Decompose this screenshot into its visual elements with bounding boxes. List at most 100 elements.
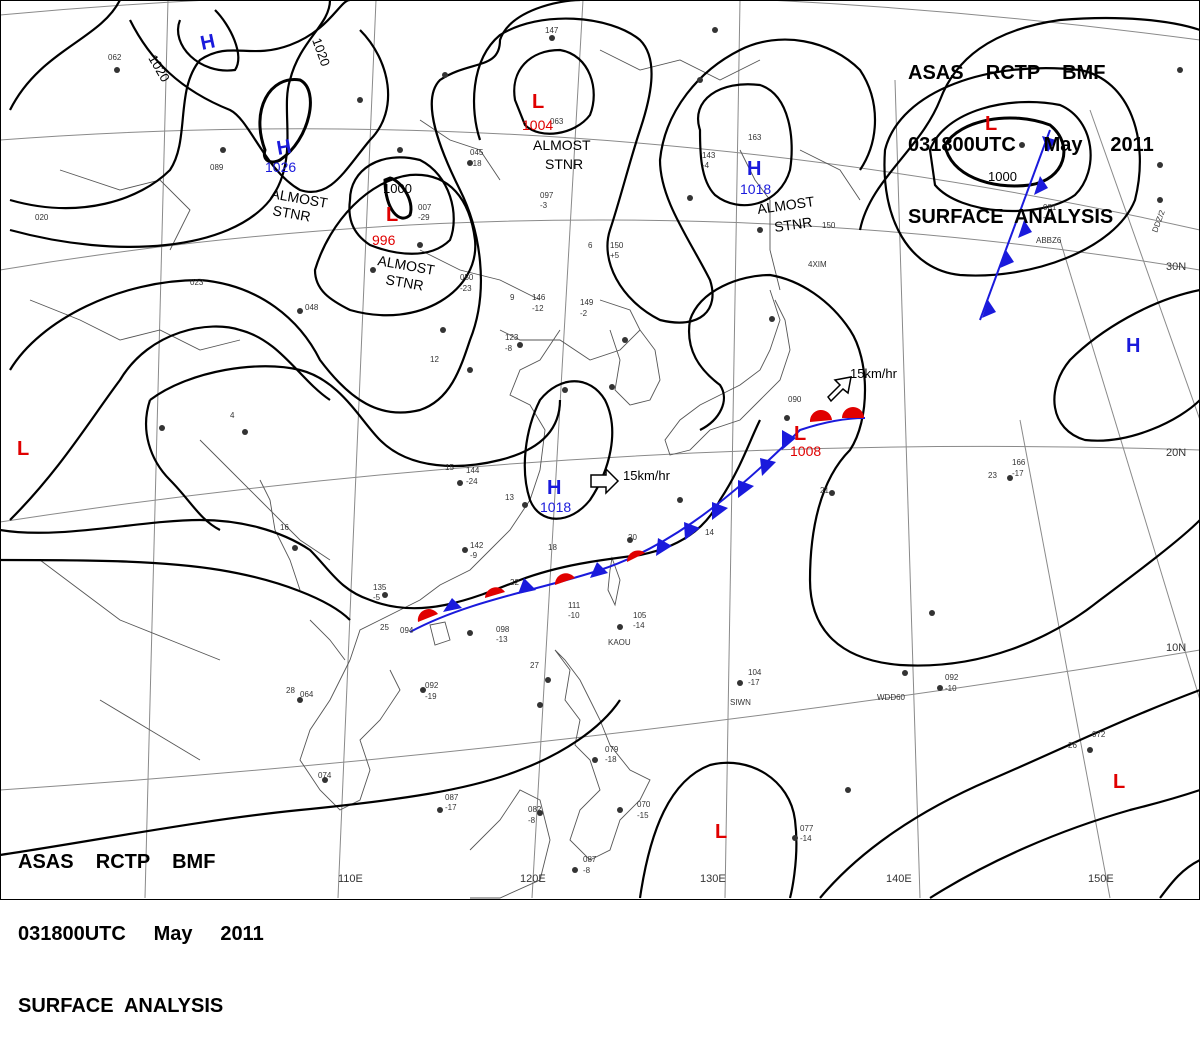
station-value: 020 bbox=[35, 213, 49, 222]
station-value: 111 bbox=[568, 601, 581, 610]
station-id: 4XIM bbox=[808, 260, 827, 269]
lon-label: 130E bbox=[700, 873, 726, 885]
system-notes: ALMOST STNR ALMOST STNR ALMOST STNR ALMO… bbox=[269, 137, 815, 294]
isobar-label: 1000 bbox=[988, 169, 1017, 184]
station-id: ABBZ6 bbox=[1036, 236, 1062, 245]
header-line-1: ASAS RCTP BMF bbox=[18, 851, 216, 873]
high-center-marker: H bbox=[1126, 335, 1140, 357]
station-value: 081 bbox=[1043, 203, 1057, 212]
lat-label: 10N bbox=[1166, 642, 1186, 654]
station-value: 150 bbox=[822, 221, 836, 230]
station-value: 144 bbox=[466, 466, 480, 475]
front-line bbox=[409, 417, 866, 633]
station-value: 074 bbox=[318, 771, 332, 780]
station-value: -2 bbox=[580, 309, 588, 318]
station-value: 18 bbox=[548, 543, 557, 552]
lon-label: 120E bbox=[520, 873, 546, 885]
station-value: 063 bbox=[550, 117, 564, 126]
station-value: -17 bbox=[1012, 469, 1024, 478]
station-value: 166 bbox=[1012, 458, 1026, 467]
station-value: -8 bbox=[583, 866, 591, 875]
station-value: -18 bbox=[470, 159, 482, 168]
station-value: -17 bbox=[445, 803, 457, 812]
station-value: -18 bbox=[1043, 213, 1055, 222]
station-value: 070 bbox=[637, 800, 651, 809]
station-value: 146 bbox=[532, 293, 546, 302]
lat-label: 20N bbox=[1166, 447, 1186, 459]
station-value: -18 bbox=[605, 755, 617, 764]
high-center-value: 1026 bbox=[265, 159, 296, 175]
station-value: 094 bbox=[400, 626, 414, 635]
station-value: 26 bbox=[1068, 741, 1077, 750]
station-value: 23 bbox=[988, 471, 997, 480]
high-center-marker: H bbox=[547, 477, 561, 499]
station-value: -10 bbox=[945, 684, 957, 693]
lon-label: 110E bbox=[338, 873, 363, 885]
station-value: 098 bbox=[496, 625, 510, 634]
station-value: -5 bbox=[373, 593, 381, 602]
motion-arrow bbox=[590, 467, 620, 495]
station-value: 077 bbox=[800, 824, 814, 833]
lat-label: 30N bbox=[1166, 261, 1186, 273]
station-value: 143 bbox=[702, 151, 716, 160]
station-id: WDD60 bbox=[877, 693, 906, 702]
station-value: 050 bbox=[460, 273, 474, 282]
station-value: 079 bbox=[605, 745, 619, 754]
isobar-label: 1000 bbox=[383, 181, 412, 196]
station-value: -23 bbox=[460, 284, 472, 293]
station-value: 27 bbox=[530, 661, 539, 670]
low-center-marker: L bbox=[715, 821, 727, 843]
station-value: 092 bbox=[945, 673, 959, 682]
station-value: 16 bbox=[280, 523, 289, 532]
low-center-value: 1008 bbox=[790, 443, 821, 459]
map-header-bottom-left: ASAS RCTP BMF 031800UTC May 2011 SURFACE… bbox=[18, 802, 264, 1042]
isobar-label: 1020 bbox=[309, 36, 333, 68]
weather-map: 1020 1020 1000 1000 bbox=[0, 0, 1200, 900]
station-value: -8 bbox=[505, 344, 513, 353]
station-value: -24 bbox=[466, 477, 478, 486]
header-line-2: 031800UTC May 2011 bbox=[18, 923, 264, 945]
station-value: -14 bbox=[800, 834, 812, 843]
map-header-top-right: ASAS RCTP BMF 031800UTC May 2011 SURFACE… bbox=[908, 13, 1154, 253]
station-value: 13 bbox=[505, 493, 514, 502]
station-value: 123 bbox=[505, 333, 519, 342]
station-value: 007 bbox=[418, 203, 432, 212]
station-value: 105 bbox=[633, 611, 647, 620]
header-line-2: 031800UTC May 2011 bbox=[908, 134, 1154, 156]
axis-labels: 110E 120E 130E 140E 150E 30N 20N 10N bbox=[338, 261, 1186, 885]
station-value: -15 bbox=[637, 811, 649, 820]
station-value: 21 bbox=[820, 486, 829, 495]
station-value: 048 bbox=[305, 303, 319, 312]
station-value: 023 bbox=[190, 278, 204, 287]
station-value: 6 bbox=[588, 241, 593, 250]
motion-label: 15km/hr bbox=[850, 366, 898, 381]
lon-label: 140E bbox=[886, 873, 912, 885]
station-value: 082 bbox=[528, 805, 542, 814]
motion-label: 15km/hr bbox=[623, 468, 671, 483]
station-value: 9 bbox=[510, 293, 515, 302]
stationary-note: STNR bbox=[773, 214, 813, 235]
station-value: 12 bbox=[430, 355, 439, 364]
station-value: 064 bbox=[300, 690, 314, 699]
station-value: -9 bbox=[470, 551, 478, 560]
station-value: -8 bbox=[528, 816, 536, 825]
station-value: 045 bbox=[470, 148, 484, 157]
stationary-note: STNR bbox=[545, 156, 583, 172]
station-value: -29 bbox=[418, 213, 430, 222]
coastlines bbox=[29, 49, 861, 899]
low-center-marker: L bbox=[532, 91, 544, 113]
low-center-marker: L bbox=[985, 113, 997, 135]
station-value: 089 bbox=[210, 163, 224, 172]
high-center-marker: H bbox=[275, 136, 293, 160]
header-line-1: ASAS RCTP BMF bbox=[908, 62, 1106, 84]
station-value: 097 bbox=[540, 191, 554, 200]
station-id: KAOU bbox=[608, 638, 631, 647]
station-value: -13 bbox=[496, 635, 508, 644]
cold-front-symbols bbox=[443, 430, 796, 612]
low-center-marker: L bbox=[1113, 771, 1125, 793]
low-center-value: 996 bbox=[372, 232, 396, 248]
station-value: -17 bbox=[748, 678, 760, 687]
low-center-marker: L bbox=[386, 204, 398, 226]
station-value: -14 bbox=[633, 621, 645, 630]
graticule bbox=[0, 0, 1200, 899]
